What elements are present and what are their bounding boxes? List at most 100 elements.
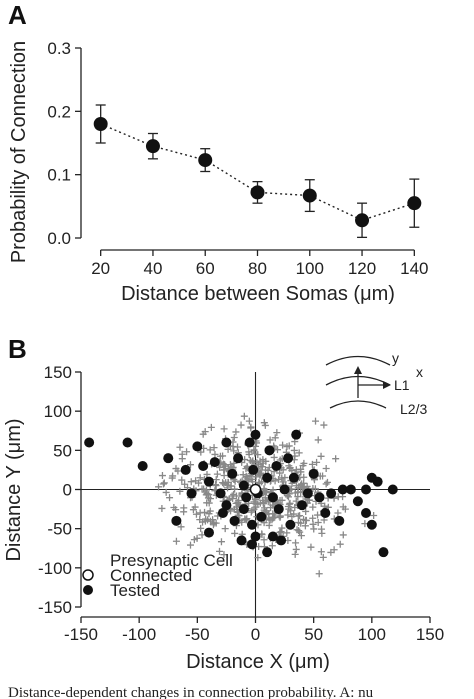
- connected-cell-marker: [186, 488, 197, 499]
- connected-cell-marker: [308, 468, 319, 479]
- tested-cell-marker: [291, 489, 299, 497]
- presynaptic-cell-marker: [249, 483, 262, 496]
- panel-a-xtick-label: 60: [196, 259, 215, 278]
- tested-cell-marker: [317, 548, 325, 556]
- connected-cell-marker: [267, 492, 278, 503]
- panel-b-ylabel: Distance Y (μm): [3, 418, 25, 561]
- tested-cell-marker: [309, 514, 317, 522]
- tested-cell-marker: [334, 493, 342, 501]
- tested-cell-marker: [201, 488, 209, 496]
- tested-cell-marker: [212, 476, 220, 484]
- connected-cell-marker: [221, 437, 232, 448]
- tested-cell-marker: [318, 529, 326, 537]
- tested-cell-marker: [238, 518, 246, 526]
- tested-cell-marker: [203, 499, 211, 507]
- inset-l1-label: L1: [394, 377, 410, 393]
- connected-cell-marker: [285, 519, 296, 530]
- legend-connected-marker: [82, 569, 94, 581]
- tested-cell-marker: [178, 455, 186, 463]
- panel-a-xtick-label: 80: [248, 259, 267, 278]
- panel-b-label: B: [8, 334, 27, 364]
- connected-cell-marker: [198, 461, 209, 471]
- tested-cell-marker: [332, 455, 340, 463]
- tested-cell-marker: [254, 554, 262, 562]
- tested-cell-marker: [292, 466, 300, 474]
- tested-cell-marker: [313, 458, 321, 466]
- tested-cell-marker: [322, 480, 330, 488]
- connected-cell-marker: [244, 437, 255, 448]
- connected-cell-marker: [203, 476, 214, 487]
- tested-cell-marker: [283, 443, 291, 451]
- panel-a-xtick-label: 120: [348, 259, 376, 278]
- tested-cell-marker: [240, 412, 248, 420]
- tested-cell-marker: [169, 472, 177, 480]
- connected-cell-marker: [291, 429, 302, 440]
- connected-cell-marker: [297, 500, 308, 511]
- panel-a-data-point: [198, 153, 213, 168]
- tested-cell-marker: [260, 486, 268, 494]
- inset-x-label: x: [416, 364, 423, 380]
- connected-cell-marker: [352, 496, 363, 507]
- connected-cell-marker: [283, 453, 294, 464]
- tested-cell-marker: [230, 459, 238, 467]
- tested-cell-marker: [220, 551, 228, 559]
- panel-b-xtick-label: -50: [185, 625, 210, 644]
- tested-cell-marker: [314, 436, 322, 444]
- tested-cell-marker: [292, 539, 300, 547]
- panel-a-data-point: [355, 213, 370, 228]
- tested-cell-marker: [265, 510, 273, 518]
- tested-cell-marker: [166, 494, 174, 502]
- panel-a-data-point: [407, 196, 422, 211]
- tested-cell-marker: [158, 472, 166, 480]
- tested-cell-marker: [317, 452, 325, 460]
- tested-cell-marker: [235, 497, 243, 505]
- tested-cell-marker: [251, 500, 259, 508]
- tested-cell-marker: [199, 518, 207, 526]
- connected-cell-marker: [137, 461, 148, 471]
- tested-cell-marker: [330, 546, 338, 554]
- tested-cell-marker: [309, 484, 317, 492]
- legend-presynaptic: Presynaptic Cell: [110, 551, 233, 570]
- tested-cell-marker: [204, 494, 212, 502]
- tested-cell-marker: [270, 453, 278, 461]
- tested-cell-marker: [286, 499, 294, 507]
- connected-cell-marker: [262, 547, 273, 558]
- tested-cell-marker: [295, 449, 303, 457]
- tested-cell-marker: [320, 421, 328, 429]
- connected-cell-marker: [337, 484, 348, 495]
- connected-cell-marker: [238, 504, 249, 515]
- tested-cell-marker: [254, 451, 262, 459]
- panel-a-axes: 0.0 0.1 0.2 0.3 20 40 60 80 100 120 140: [47, 39, 428, 278]
- tested-cell-marker: [191, 503, 199, 511]
- panel-b-ytick-label: 50: [53, 441, 72, 460]
- tested-cell-marker: [323, 478, 331, 486]
- tested-cell-marker: [206, 517, 214, 525]
- tested-cell-marker: [257, 469, 265, 477]
- tested-cell-marker: [314, 511, 322, 519]
- connected-cell-marker: [387, 484, 398, 495]
- tested-cell-marker: [291, 550, 299, 558]
- inset-l23-label: L2/3: [400, 401, 427, 417]
- orientation-inset: y x L1 L2/3: [325, 350, 427, 417]
- tested-cell-marker: [178, 476, 186, 484]
- panel-a-label: A: [8, 0, 27, 30]
- tested-cell-marker: [193, 534, 201, 542]
- panel-b-xtick-label: -150: [64, 625, 98, 644]
- tested-cell-marker: [231, 529, 239, 537]
- tested-cell-marker: [196, 474, 204, 482]
- panel-a-series-line: [100, 123, 415, 222]
- tested-cell-marker: [229, 495, 237, 503]
- tested-cell-marker: [308, 460, 316, 468]
- tested-cell-marker: [300, 459, 308, 467]
- tested-cell-marker: [286, 464, 294, 472]
- tested-cell-marker: [271, 434, 279, 442]
- connected-cell-marker: [192, 441, 203, 452]
- connected-cell-marker: [366, 519, 377, 530]
- tested-cell-marker: [220, 480, 228, 488]
- tested-cell-marker: [172, 465, 180, 473]
- connected-cell-marker: [238, 480, 249, 491]
- tested-cell-marker: [251, 449, 259, 457]
- connected-cell-marker: [361, 508, 372, 518]
- tested-cell-marker: [284, 503, 292, 511]
- tested-cell-marker: [242, 516, 250, 524]
